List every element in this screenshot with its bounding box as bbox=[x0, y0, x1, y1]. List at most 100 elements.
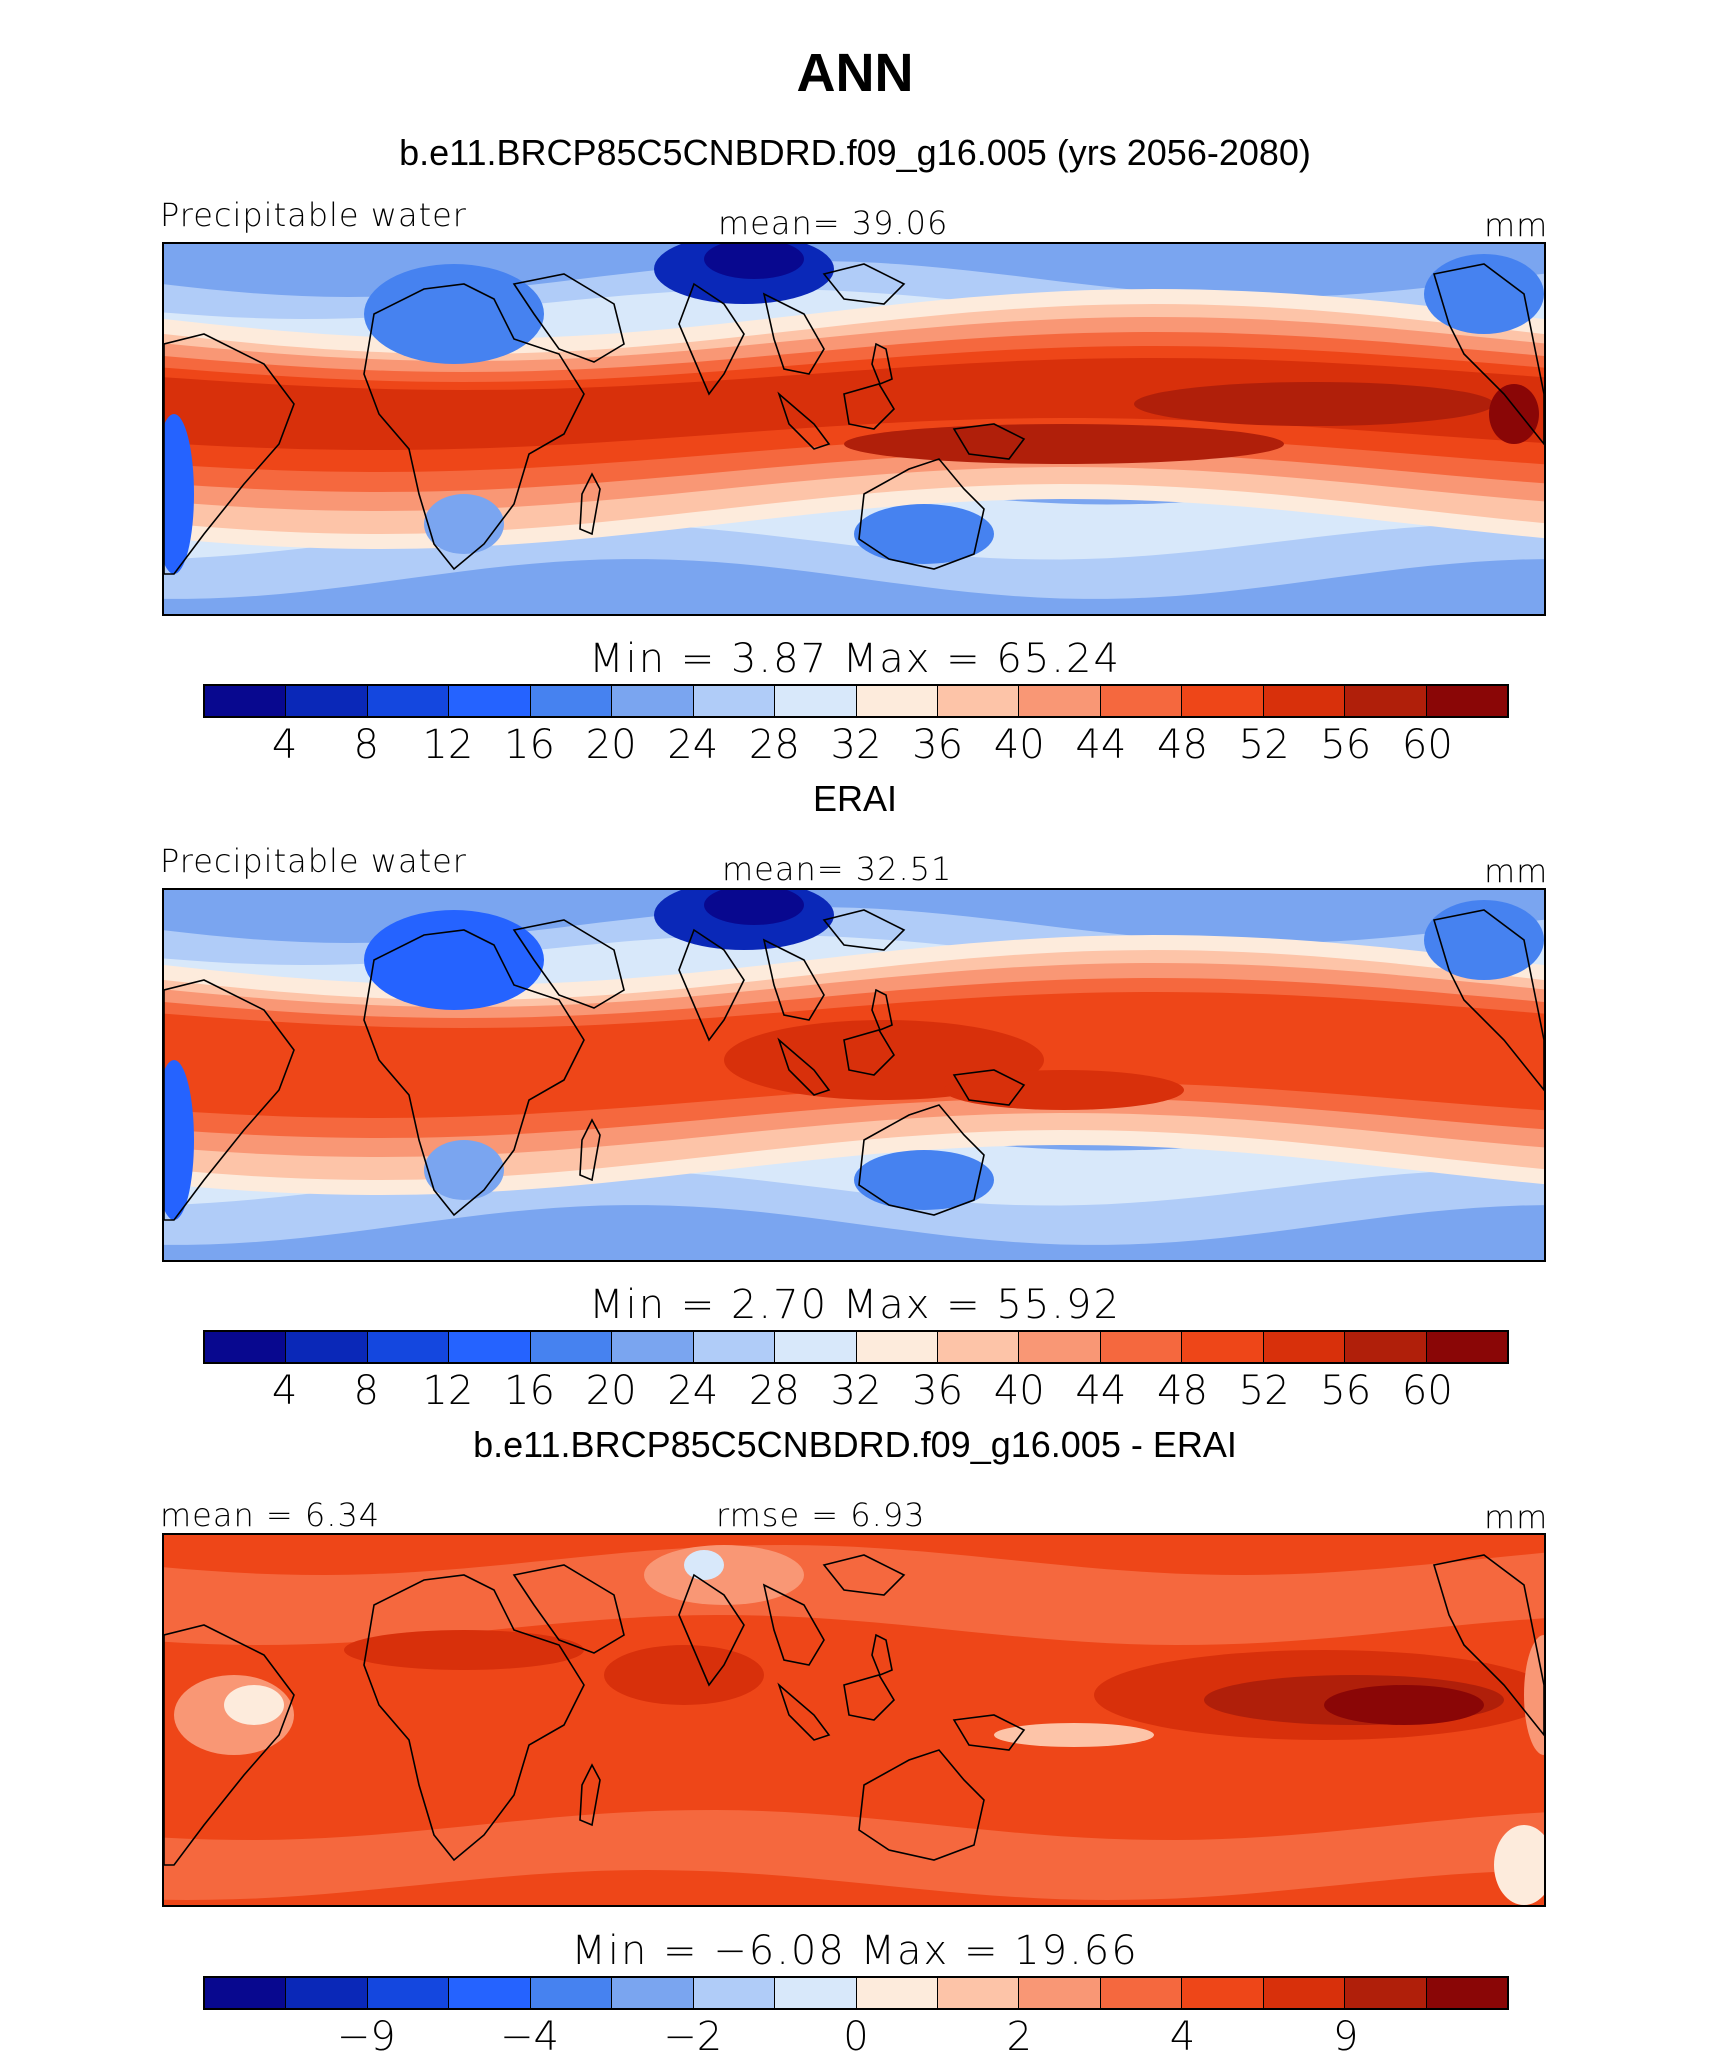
coastline bbox=[952, 1069, 1026, 1106]
coastline bbox=[579, 472, 601, 536]
contour-blob bbox=[344, 1630, 584, 1670]
panel-1-map bbox=[162, 242, 1546, 616]
contour-band bbox=[164, 1810, 1544, 1900]
colorbar-tick-label: −9 bbox=[336, 2014, 396, 2060]
coastline bbox=[1432, 1554, 1544, 1737]
colorbar-swatch bbox=[1182, 1978, 1264, 2008]
panel-1-minmax: Min = 3.87 Max = 65.24 bbox=[589, 636, 1121, 682]
colorbar-tick-label: 16 bbox=[504, 722, 555, 768]
colorbar-tick-label: 28 bbox=[748, 1368, 800, 1414]
panel-2-minmax: Min = 2.70 Max = 55.92 bbox=[589, 1282, 1121, 1328]
colorbar-swatch bbox=[367, 1978, 450, 2008]
contour-blob bbox=[364, 910, 544, 1010]
colorbar-swatch bbox=[775, 1332, 857, 1362]
colorbar-tick-label: 24 bbox=[667, 1368, 719, 1414]
coastline bbox=[1432, 263, 1544, 446]
panel-1-colorbar bbox=[203, 684, 1509, 718]
contour-blob bbox=[1324, 1685, 1484, 1725]
panel-2-colorbar bbox=[203, 1330, 1509, 1364]
coastline bbox=[777, 1682, 831, 1741]
colorbar-tick-label: 4 bbox=[271, 1368, 298, 1414]
colorbar-swatch bbox=[205, 1978, 287, 2008]
colorbar-swatch bbox=[449, 1978, 531, 2008]
contour-blob bbox=[704, 244, 804, 279]
colorbar-swatch bbox=[449, 686, 531, 716]
contour-blob bbox=[944, 1070, 1184, 1110]
colorbar-tick-label: 48 bbox=[1157, 722, 1208, 768]
colorbar-swatch bbox=[775, 1978, 857, 2008]
panel-1-map-canvas bbox=[164, 244, 1544, 614]
coastline bbox=[678, 1573, 745, 1687]
colorbar-tick-label: −2 bbox=[663, 2014, 723, 2060]
panel-3-map-canvas bbox=[164, 1535, 1544, 1905]
panel-3-units-label: mm bbox=[1484, 1498, 1549, 1536]
colorbar-swatch bbox=[205, 686, 287, 716]
colorbar-tick-label: 20 bbox=[585, 722, 637, 768]
colorbar-swatch bbox=[1426, 1332, 1507, 1362]
contour-blob bbox=[684, 1550, 724, 1580]
colorbar-swatch bbox=[612, 1978, 694, 2008]
panel-2-mean-label: mean= 32.51 bbox=[722, 850, 953, 888]
colorbar-swatch bbox=[856, 1978, 938, 2008]
colorbar-tick-label: 16 bbox=[504, 1368, 555, 1414]
colorbar-swatch bbox=[1345, 1332, 1427, 1362]
panel-3-minmax: Min = −6.08 Max = 19.66 bbox=[571, 1928, 1139, 1974]
colorbar-swatch bbox=[1345, 686, 1427, 716]
panel-3-map bbox=[162, 1533, 1546, 1907]
panel-2-map bbox=[162, 888, 1546, 1262]
coastline bbox=[822, 1554, 906, 1596]
panel-2-units-label: mm bbox=[1484, 852, 1549, 890]
colorbar-swatch bbox=[1263, 686, 1346, 716]
figure-title: ANN bbox=[796, 43, 914, 103]
coastline bbox=[164, 1624, 295, 1866]
colorbar-swatch bbox=[286, 1332, 368, 1362]
coastline bbox=[843, 1674, 896, 1721]
coastline bbox=[762, 292, 825, 375]
contour-blob bbox=[1524, 1635, 1544, 1755]
contour-blob bbox=[994, 1723, 1154, 1747]
panel-1-mean-label: mean= 39.06 bbox=[718, 204, 949, 242]
coastline bbox=[579, 1118, 601, 1182]
colorbar-swatch bbox=[1100, 1978, 1183, 2008]
coastline bbox=[777, 1037, 831, 1096]
colorbar-swatch bbox=[367, 686, 450, 716]
colorbar-swatch bbox=[775, 686, 857, 716]
coastline bbox=[678, 928, 745, 1042]
colorbar-swatch bbox=[1100, 686, 1183, 716]
coastline bbox=[777, 391, 831, 450]
colorbar-swatch bbox=[612, 1332, 694, 1362]
colorbar-tick-label: 12 bbox=[422, 1368, 474, 1414]
panel-1-units-label: mm bbox=[1484, 206, 1549, 244]
contour-band bbox=[164, 358, 1544, 450]
contour-blob bbox=[604, 1645, 764, 1705]
colorbar-swatch bbox=[856, 1332, 938, 1362]
panel-3-mean-label: mean = 6.34 bbox=[160, 1496, 381, 1534]
panel-3-subtitle: b.e11.BRCP85C5CNBDRD.f09_g16.005 - ERAI bbox=[473, 1424, 1237, 1465]
colorbar-swatch bbox=[1182, 686, 1264, 716]
coastline bbox=[871, 342, 893, 386]
coastline bbox=[843, 1029, 896, 1076]
colorbar-swatch bbox=[367, 1332, 450, 1362]
contour-blob bbox=[704, 890, 804, 925]
colorbar-tick-label: 40 bbox=[993, 1368, 1045, 1414]
colorbar-tick-label: 56 bbox=[1320, 1368, 1372, 1414]
colorbar-tick-label: 4 bbox=[271, 722, 298, 768]
colorbar-tick-label: 36 bbox=[912, 1368, 964, 1414]
colorbar-swatch bbox=[937, 1978, 1020, 2008]
contour-blob bbox=[1489, 384, 1539, 444]
colorbar-swatch bbox=[1426, 1978, 1507, 2008]
coastline bbox=[858, 1749, 985, 1861]
contour-blob bbox=[224, 1685, 284, 1725]
colorbar-tick-label: 9 bbox=[1333, 2014, 1359, 2060]
coastline bbox=[871, 1633, 893, 1677]
colorbar-swatch bbox=[937, 686, 1020, 716]
colorbar-swatch bbox=[856, 686, 938, 716]
colorbar-tick-label: 40 bbox=[993, 722, 1045, 768]
colorbar-swatch bbox=[1263, 1332, 1346, 1362]
coastline bbox=[871, 988, 893, 1032]
colorbar-tick-label: 12 bbox=[422, 722, 474, 768]
colorbar-swatch bbox=[1019, 1332, 1101, 1362]
contour-blob bbox=[644, 1545, 804, 1605]
contour-blob bbox=[844, 424, 1284, 464]
colorbar-tick-label: 60 bbox=[1401, 722, 1453, 768]
